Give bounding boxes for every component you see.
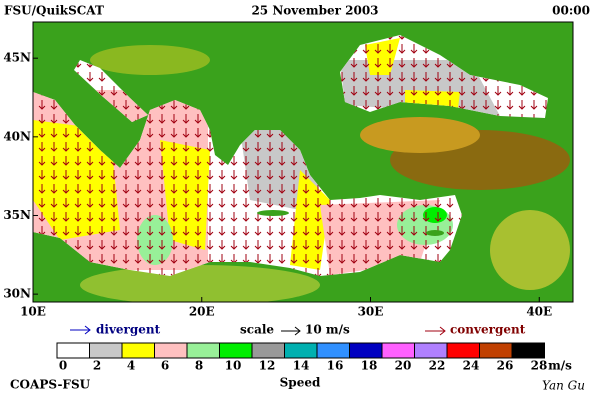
highland	[90, 45, 210, 75]
header-center: 25 November 2003	[251, 4, 378, 18]
crete	[257, 210, 289, 216]
colorbar-tick-label: 6	[161, 359, 169, 373]
colorbar-unit: m/s	[548, 359, 572, 373]
y-tick-label: 30N	[3, 287, 31, 301]
y-tick-label: 40N	[3, 129, 31, 143]
colorbar-tick-label: 20	[395, 359, 412, 373]
colorbar-tick-label: 4	[127, 359, 135, 373]
colorbar-box	[251, 342, 285, 359]
y-tick-label: 45N	[3, 51, 31, 65]
scale-arrow	[281, 326, 301, 336]
colorbar-box	[349, 342, 383, 359]
colorbar-tick-label: 12	[259, 359, 276, 373]
convergent-label: convergent	[450, 323, 526, 337]
map-frame	[32, 21, 574, 303]
colorbar-box	[316, 342, 350, 359]
colorbar-box	[56, 342, 90, 359]
colorbar-tick-label: 18	[361, 359, 378, 373]
scale-label: scale	[240, 323, 274, 337]
map-area	[33, 22, 573, 302]
colorbar-tick-label: 14	[293, 359, 310, 373]
scale-value: 10 m/s	[305, 323, 350, 337]
colorbar-box	[154, 342, 188, 359]
cyprus	[426, 230, 444, 236]
colorbar-box	[446, 342, 480, 359]
colorbar-box	[284, 342, 318, 359]
x-tick-label: 40E	[526, 305, 552, 319]
colorbar-box	[381, 342, 415, 359]
colorbar-tick-label: 8	[195, 359, 203, 373]
colorbar-tick-label: 22	[429, 359, 446, 373]
header-right: 00:00	[552, 4, 590, 18]
colorbar-box	[511, 342, 545, 359]
lowland	[80, 265, 320, 302]
colorbar-title: Speed	[280, 376, 321, 390]
colorbar-box	[479, 342, 513, 359]
highland	[490, 210, 570, 290]
colorbar-tick-label: 0	[59, 359, 67, 373]
colorbar-box	[89, 342, 123, 359]
colorbar-tick-label: 10	[225, 359, 242, 373]
colorbar-tick-label: 26	[497, 359, 514, 373]
colorbar-box	[186, 342, 220, 359]
x-tick-label: 10E	[20, 305, 46, 319]
footer-right: Yan Gu	[542, 379, 585, 393]
colorbar-tick-label: 2	[93, 359, 101, 373]
divergent-label: divergent	[96, 323, 161, 337]
y-tick-label: 35N	[3, 208, 31, 222]
colorbar-tick-label: 28	[531, 359, 548, 373]
footer-left: COAPS-FSU	[10, 378, 91, 392]
x-tick-label: 20E	[189, 305, 215, 319]
colorbar-box	[219, 342, 253, 359]
x-tick-label: 30E	[358, 305, 384, 319]
colorbar-box	[414, 342, 448, 359]
divergent-arrow	[70, 325, 91, 335]
colorbar-tick-label: 24	[463, 359, 480, 373]
header-left: FSU/QuikSCAT	[4, 4, 104, 18]
colorbar-tick-label: 16	[327, 359, 344, 373]
colorbar-box	[121, 342, 155, 359]
convergent-arrow	[425, 326, 446, 336]
highland	[360, 117, 480, 153]
